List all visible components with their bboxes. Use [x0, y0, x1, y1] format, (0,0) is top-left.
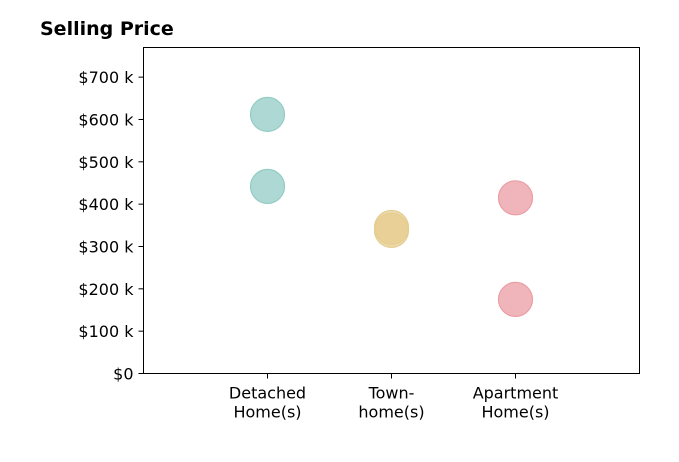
y-tick-label: $300 k: [78, 237, 134, 256]
y-tick-label: $200 k: [78, 280, 134, 299]
data-point: [373, 212, 410, 248]
x-tick-label-line: Apartment: [473, 384, 559, 403]
y-tick-label: $100 k: [78, 322, 134, 341]
data-point: [497, 180, 534, 216]
data-point: [249, 96, 286, 132]
y-axis: $0 $100 k $200 k $300 k $400 k $500 k $600 k $7…: [78, 68, 144, 384]
data-point: [497, 281, 534, 318]
x-tick-label-line: Detached: [229, 384, 306, 403]
x-tick-label-line: home(s): [358, 403, 424, 422]
y-tick-label: $700 k: [78, 68, 134, 87]
x-tick-label: Town-home(s): [358, 384, 424, 422]
x-axis: Detached Home(s)Town-home(s)Apartment Home…: [229, 373, 559, 422]
chart-title: Selling Price: [40, 18, 174, 40]
x-tick-label: Detached Home(s): [229, 384, 306, 422]
y-tick-label: $0: [113, 365, 133, 384]
x-tick-label: Apartment Home(s): [473, 384, 559, 422]
x-tick-label-line: Town-: [368, 384, 415, 403]
y-tick-label: $600 k: [78, 110, 134, 129]
y-tick-label: $400 k: [78, 195, 134, 214]
data-point: [249, 168, 286, 204]
data-points: [249, 96, 534, 318]
x-tick-label-line: Home(s): [481, 403, 549, 422]
y-tick-label: $500 k: [78, 153, 134, 172]
x-tick-label-line: Home(s): [233, 403, 301, 422]
